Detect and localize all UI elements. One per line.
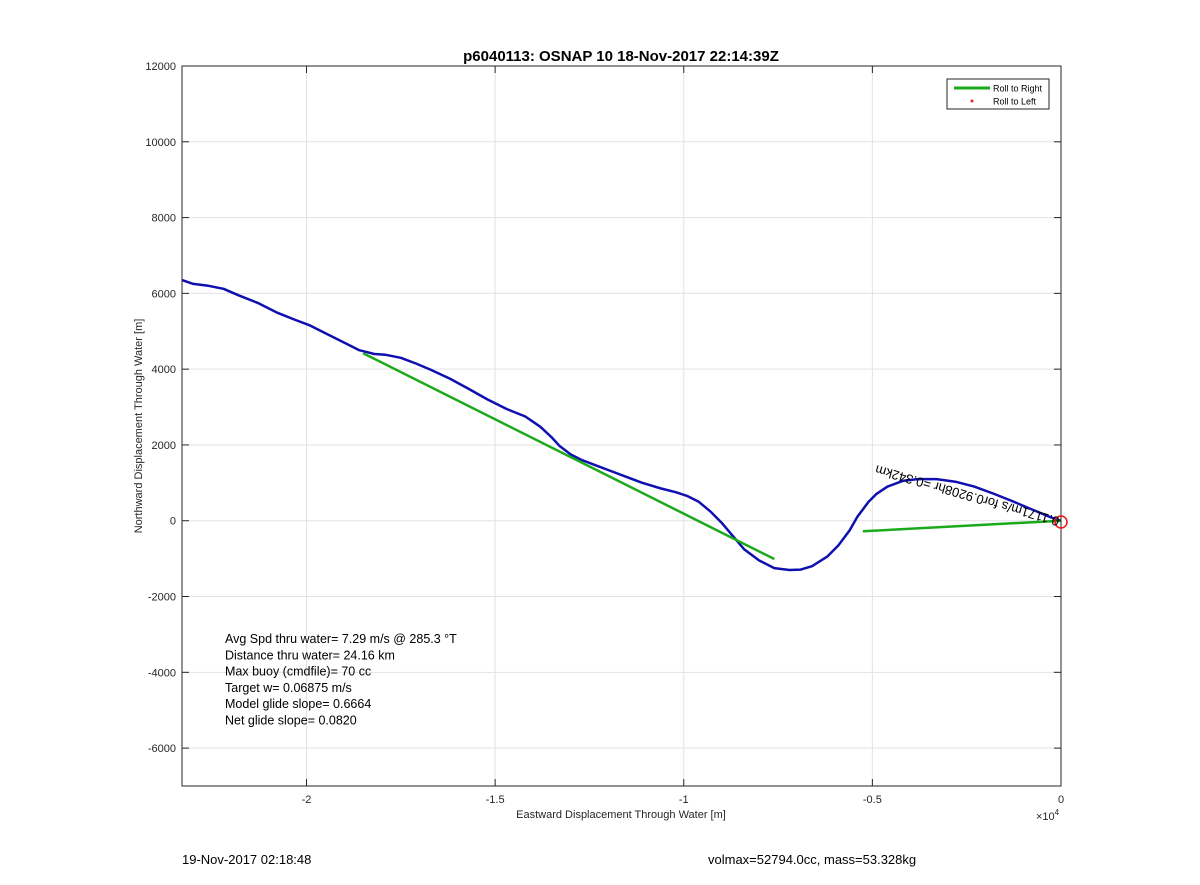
legend-label: Roll to Right: [993, 84, 1043, 94]
annotation-line: Model glide slope= 0.6664: [225, 697, 371, 711]
x-exponent-label: ×104: [1036, 808, 1060, 823]
x-tick-label: -0.5: [863, 794, 882, 806]
series-line-2: [862, 519, 1062, 533]
end-marker-circle: [1054, 515, 1068, 529]
x-tick-label: -1: [679, 794, 689, 806]
annotation-line: Target w= 0.06875 m/s: [225, 681, 352, 695]
annotation-line: Max buoy (cmdfile)= 70 cc: [225, 665, 371, 679]
axis-ticks: -2 -1.5 -1 -0.5 0 -6000 -4000 -2000 0 2000 4000 600…: [145, 61, 1064, 806]
footer-date: 19-Nov-2017 02:18:48: [182, 852, 312, 867]
plot-area: [181, 65, 1062, 787]
annotation-block: Avg Spd thru water= 7.29 m/s @ 285.3 °T D…: [225, 632, 457, 728]
annotation-line: Avg Spd thru water= 7.29 m/s @ 285.3 °T: [225, 632, 457, 646]
y-tick-label: -6000: [148, 743, 176, 755]
y-tick-label: 2000: [152, 440, 176, 452]
legend-box: [946, 78, 1050, 110]
x-tick-label: -1.5: [486, 794, 505, 806]
legend: Roll to Right Roll to Left: [946, 78, 1050, 110]
y-tick-label: -4000: [148, 667, 176, 679]
rotated-speed-label: 0.1171m/s for0.9208hr =0.342km: [873, 462, 1061, 529]
y-tick-label: 10000: [145, 137, 176, 149]
legend-label: Roll to Left: [993, 97, 1037, 107]
series-group: [181, 278, 1062, 572]
x-tick-label: 0: [1058, 794, 1064, 806]
y-tick-label: 0: [170, 516, 176, 528]
series-line-0: [181, 278, 1062, 572]
annotation-line: Net glide slope= 0.0820: [225, 714, 357, 728]
y-axis-label: Northward Displacement Through Water [m]: [133, 319, 145, 534]
footer-volmax: volmax=52794.0cc, mass=53.328kg: [708, 852, 917, 867]
y-tick-label: 6000: [152, 288, 176, 300]
y-tick-label: 12000: [145, 61, 176, 73]
y-tick-label: -2000: [148, 592, 176, 604]
chart-title: p6040113: OSNAP 10 18-Nov-2017 22:14:39Z: [463, 48, 779, 65]
x-exponent-base: ×10: [1036, 811, 1055, 823]
series-line-1: [362, 352, 775, 561]
y-tick-label: 8000: [152, 213, 176, 225]
annotation-line: Distance thru water= 24.16 km: [225, 648, 395, 662]
x-tick-label: -2: [302, 794, 312, 806]
x-axis-label: Eastward Displacement Through Water [m]: [516, 809, 726, 821]
legend-swatch-dot: [970, 99, 974, 103]
y-tick-label: 4000: [152, 364, 176, 376]
x-exponent-power: 4: [1055, 808, 1060, 817]
